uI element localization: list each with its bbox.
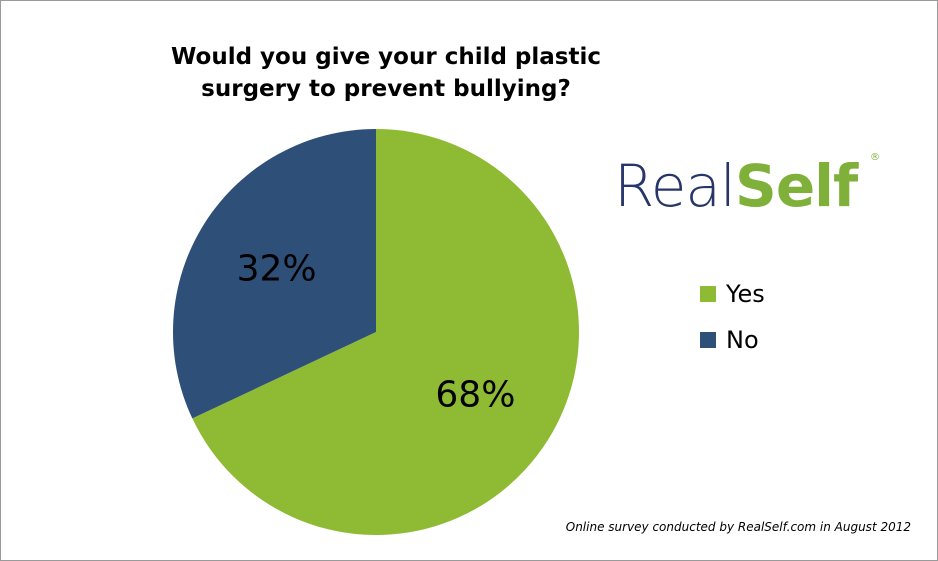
legend-swatch-yes [700,286,716,302]
legend-label-no: No [726,326,759,354]
legend-label-yes: Yes [726,280,765,308]
logo-text-real: Real [614,152,736,220]
chart-title: Would you give your child plastic surger… [170,44,602,102]
data-label-yes: 68% [435,375,515,416]
realself-logo: RealSelf ® [614,151,884,221]
legend-item-yes: Yes [700,271,765,317]
legend-item-no: No [700,317,765,363]
legend-swatch-no [700,332,716,348]
pie-slice-no [172,129,376,419]
chart-legend: Yes No [700,271,765,363]
data-label-no: 32% [237,248,317,289]
source-note: Online survey conducted by RealSelf.com … [565,520,911,534]
logo-registered-mark: ® [870,152,880,163]
pie-slice-yes [192,129,579,535]
logo-text-self: Self [735,152,858,220]
